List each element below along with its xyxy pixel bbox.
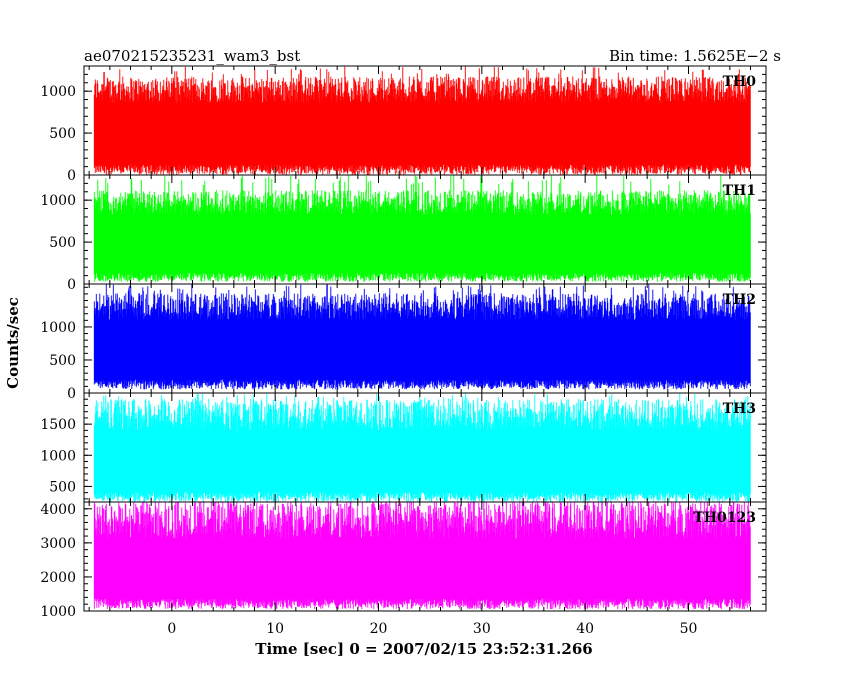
series-label-th2: TH2 <box>723 292 756 308</box>
y-tick-label: 0 <box>67 168 76 184</box>
series-label-th0: TH0 <box>723 74 757 90</box>
y-tick-label: 1000 <box>40 320 76 336</box>
panel-th2: 0 500 1000 TH2 <box>40 283 767 402</box>
panel-th3: 500 1000 1500 TH3 <box>40 392 767 503</box>
y-tick-label: 1000 <box>40 604 76 620</box>
x-tick-label: 10 <box>266 621 284 637</box>
y-tick-label: 500 <box>49 235 76 251</box>
series-th3-trace <box>93 393 751 502</box>
y-tick-label: 500 <box>49 126 76 142</box>
series-label-th0123: TH0123 <box>693 510 756 526</box>
series-label-th1: TH1 <box>723 183 756 199</box>
y-tick-label: 500 <box>49 353 76 369</box>
y-tick-label: 500 <box>49 479 76 495</box>
panel-th0: 0 500 1000 TH0 <box>40 65 767 184</box>
chart-title: ae070215235231_wam3_bst <box>84 47 300 65</box>
y-tick-label: 1000 <box>40 193 76 209</box>
y-tick-label: 1000 <box>40 448 76 464</box>
x-axis-ticks: 0 10 20 30 40 50 <box>167 621 697 637</box>
x-tick-label: 30 <box>473 621 491 637</box>
panels-group: 0 500 1000 TH0 0 500 1000 TH1 0 500 1000 TH2 500 1000… <box>40 65 767 620</box>
y-tick-label: 2000 <box>40 570 76 586</box>
y-tick-label: 4000 <box>40 502 76 518</box>
y-tick-label: 0 <box>67 277 76 293</box>
y-tick-label: 0 <box>67 386 76 402</box>
x-tick-label: 50 <box>680 621 698 637</box>
y-tick-label: 1000 <box>40 84 76 100</box>
y-axis-title: Counts/sec <box>4 297 22 389</box>
series-th2-trace <box>93 284 751 390</box>
series-label-th3: TH3 <box>723 401 756 417</box>
series-th1-trace <box>93 175 751 282</box>
x-tick-label: 20 <box>370 621 388 637</box>
y-tick-label: 3000 <box>40 536 76 552</box>
x-tick-label: 0 <box>167 621 176 637</box>
panel-th1: 0 500 1000 TH1 <box>40 174 767 293</box>
x-tick-label: 40 <box>576 621 594 637</box>
series-th0-trace <box>93 66 751 175</box>
y-tick-label: 1500 <box>40 417 76 433</box>
x-axis-title: Time [sec] 0 = 2007/02/15 23:52:31.266 <box>255 640 592 658</box>
panel-th0123: 1000 2000 3000 4000 TH0123 <box>40 501 767 620</box>
series-th0123-trace <box>93 502 751 610</box>
bin-time-label: Bin time: 1.5625E−2 s <box>609 47 781 65</box>
